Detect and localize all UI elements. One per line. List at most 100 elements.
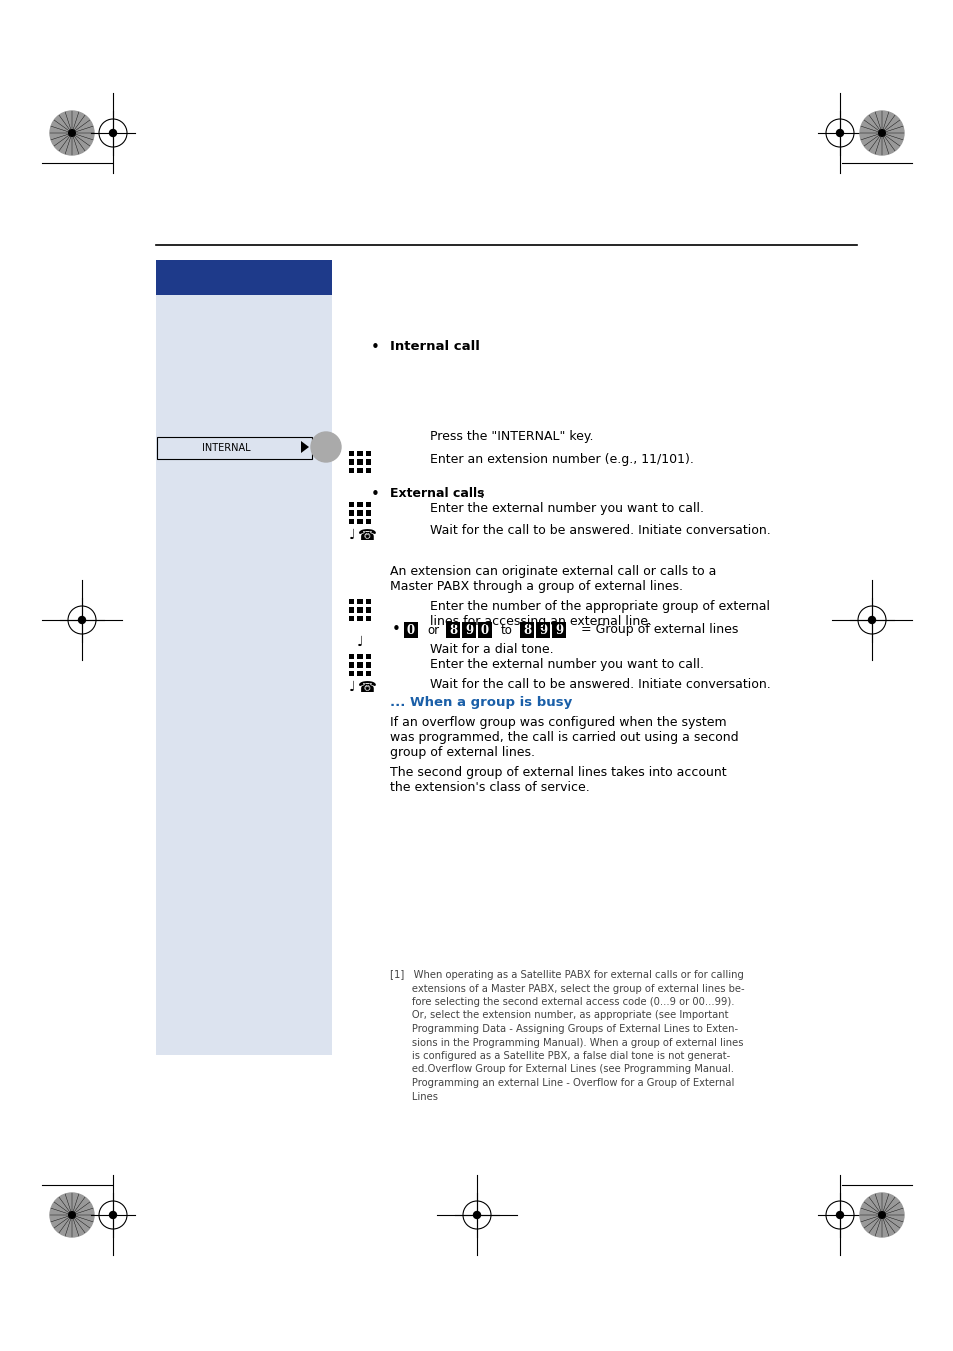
Bar [356,598,362,604]
Text: lines for accessing an external line.: lines for accessing an external line. [430,615,651,628]
Bar [477,621,492,638]
Bar [519,621,534,638]
Circle shape [473,1212,480,1219]
Circle shape [867,616,875,624]
Text: 8: 8 [522,624,531,636]
Bar [365,607,371,613]
Text: ☎: ☎ [357,680,376,694]
Text: fore selecting the second external access code (0...9 or 00...99).: fore selecting the second external acces… [390,997,734,1006]
Text: Programming Data - Assigning Groups of External Lines to Exten-: Programming Data - Assigning Groups of E… [390,1024,738,1034]
Text: is configured as a Satellite PBX, a false dial tone is not generat-: is configured as a Satellite PBX, a fals… [390,1051,729,1061]
Bar [349,451,354,457]
Text: ♩: ♩ [349,680,355,694]
Bar [349,662,354,667]
Bar [356,519,362,524]
Bar [365,459,371,465]
Bar [365,501,371,507]
Bar [356,616,362,621]
Bar [349,654,354,659]
Bar [356,501,362,507]
Text: 9: 9 [555,624,562,636]
Text: [1]   When operating as a Satellite PABX for external calls or for calling: [1] When operating as a Satellite PABX f… [390,970,743,979]
Text: :: : [479,489,484,501]
Bar [349,670,354,677]
Circle shape [110,130,116,136]
Bar [349,501,354,507]
Text: Press the "INTERNAL" key.: Press the "INTERNAL" key. [430,430,593,443]
Text: Enter the number of the appropriate group of external: Enter the number of the appropriate grou… [430,600,769,613]
Text: ... When a group is busy: ... When a group is busy [390,696,572,709]
Text: group of external lines.: group of external lines. [390,746,535,759]
Text: INTERNAL: INTERNAL [202,443,251,453]
Text: extensions of a Master PABX, select the group of external lines be-: extensions of a Master PABX, select the … [390,984,744,993]
Text: 9: 9 [464,624,473,636]
Bar [356,654,362,659]
Text: was programmed, the call is carried out using a second: was programmed, the call is carried out … [390,731,738,744]
Bar [157,436,312,459]
Circle shape [878,1212,884,1219]
Bar [403,621,417,638]
Text: Lines: Lines [390,1092,437,1101]
Bar [365,670,371,677]
Circle shape [78,616,86,624]
Text: •: • [370,486,379,503]
Text: •: • [391,623,400,638]
Text: 8: 8 [449,624,456,636]
Bar [356,459,362,465]
Text: Internal call: Internal call [390,340,479,353]
Text: ed.Overflow Group for External Lines (see Programming Manual.: ed.Overflow Group for External Lines (se… [390,1065,733,1074]
Circle shape [311,432,340,462]
Bar [356,451,362,457]
Text: to: to [500,624,513,636]
Text: the extension's class of service.: the extension's class of service. [390,781,589,794]
Text: sions in the Programming Manual). When a group of external lines: sions in the Programming Manual). When a… [390,1038,742,1047]
Circle shape [110,1212,116,1219]
Circle shape [69,1212,75,1219]
Bar [349,459,354,465]
Text: Wait for a dial tone.: Wait for a dial tone. [430,643,553,657]
Bar [349,598,354,604]
Bar [349,519,354,524]
Text: ☎: ☎ [357,527,376,543]
Bar [446,621,459,638]
Text: If an overflow group was configured when the system: If an overflow group was configured when… [390,716,726,730]
Bar [349,616,354,621]
Circle shape [50,111,94,155]
Bar [349,467,354,473]
Bar [536,621,550,638]
Circle shape [50,1193,94,1238]
Text: = Group of external lines: = Group of external lines [580,624,738,636]
Bar [356,662,362,667]
Polygon shape [301,440,309,453]
Text: Master PABX through a group of external lines.: Master PABX through a group of external … [390,580,682,593]
Circle shape [859,111,903,155]
Circle shape [69,130,75,136]
Bar [365,616,371,621]
Text: 9: 9 [538,624,546,636]
Text: or: or [427,624,438,636]
Bar [365,511,371,516]
Bar [349,511,354,516]
Text: Wait for the call to be answered. Initiate conversation.: Wait for the call to be answered. Initia… [430,524,770,536]
Text: The second group of external lines takes into account: The second group of external lines takes… [390,766,726,780]
Bar [365,598,371,604]
Text: Enter an extension number (e.g., 11/101).: Enter an extension number (e.g., 11/101)… [430,453,693,466]
Bar [356,511,362,516]
Bar [552,621,565,638]
Text: External calls: External calls [390,486,484,500]
Bar [356,467,362,473]
Bar [356,607,362,613]
Bar [365,519,371,524]
Text: 0: 0 [480,624,489,636]
Text: Enter the external number you want to call.: Enter the external number you want to ca… [430,658,703,671]
Text: ♩: ♩ [349,528,355,542]
Text: Enter the external number you want to call.: Enter the external number you want to ca… [430,503,703,515]
Circle shape [859,1193,903,1238]
Text: •: • [370,340,379,355]
Bar [156,259,332,295]
Circle shape [836,130,842,136]
Bar [365,654,371,659]
Bar [365,662,371,667]
Circle shape [836,1212,842,1219]
Text: ♩: ♩ [356,635,363,648]
